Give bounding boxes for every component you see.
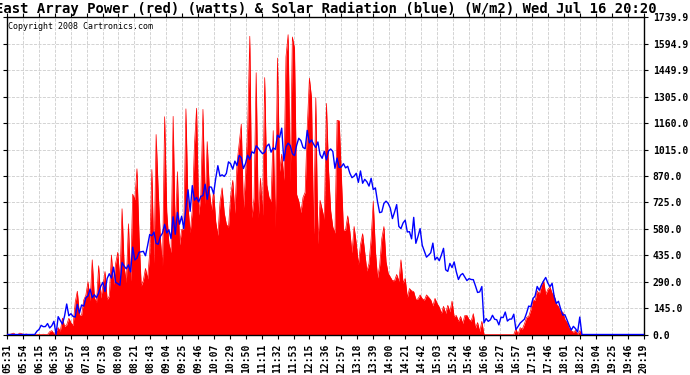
Text: Copyright 2008 Cartronics.com: Copyright 2008 Cartronics.com: [8, 22, 153, 31]
Title: East Array Power (red) (watts) & Solar Radiation (blue) (W/m2) Wed Jul 16 20:20: East Array Power (red) (watts) & Solar R…: [0, 2, 656, 16]
